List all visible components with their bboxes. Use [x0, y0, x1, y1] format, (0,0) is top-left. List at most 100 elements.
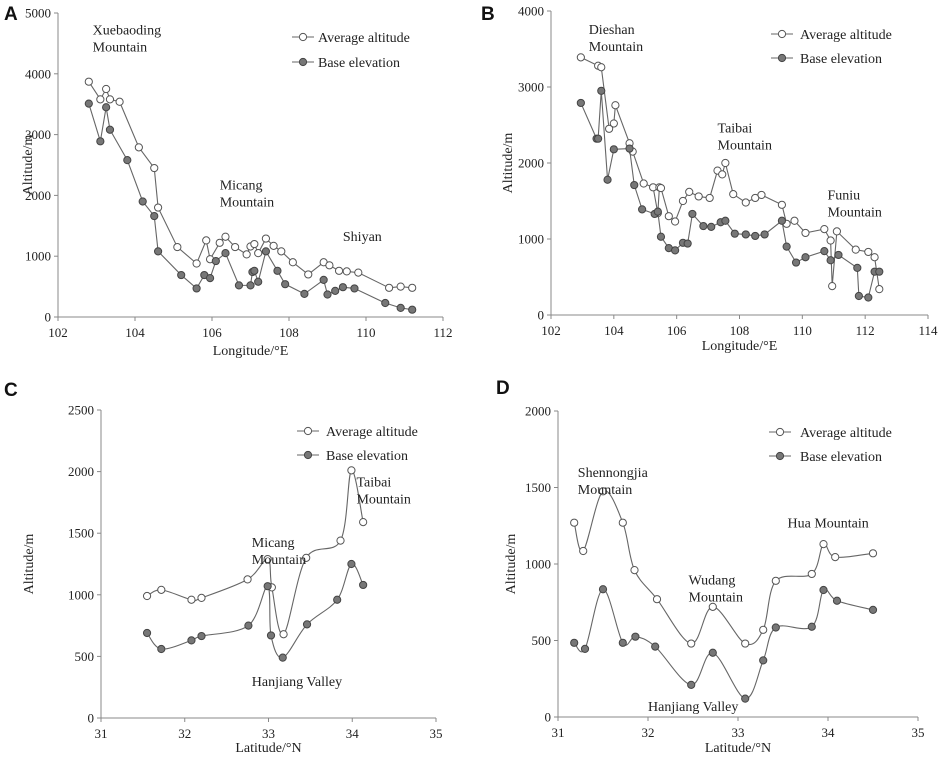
data-point-average-altitude	[325, 261, 334, 270]
y-tick-label: 1000	[525, 557, 551, 572]
legend-label: Average altitude	[800, 28, 892, 43]
data-point-base-elevation	[396, 303, 405, 312]
data-point-average-altitude	[385, 283, 394, 292]
data-point-average-altitude	[250, 239, 259, 249]
legend-item-average: Average altitude	[297, 425, 418, 440]
data-point-base-elevation	[319, 275, 328, 285]
data-point-base-elevation	[630, 180, 639, 190]
legend-item-average: Average altitude	[771, 28, 892, 43]
data-point-base-elevation	[266, 631, 276, 640]
x-tick-label: 104	[604, 323, 624, 338]
x-tick-label: 114	[918, 323, 938, 338]
data-point-base-elevation	[333, 595, 342, 604]
x-axis-title: Latitude/°N	[705, 741, 771, 756]
data-point-average-altitude	[115, 97, 124, 106]
annotation: Micang Mountain	[252, 536, 306, 568]
data-point-base-elevation	[300, 289, 309, 298]
data-point-average-altitude	[828, 282, 837, 291]
data-point-base-elevation	[751, 231, 760, 241]
data-point-base-elevation	[187, 636, 196, 645]
data-point-average-altitude	[790, 216, 799, 225]
data-point-base-elevation	[653, 207, 662, 216]
y-tick-label: 2000	[525, 404, 551, 419]
data-point-base-elevation	[683, 239, 692, 248]
data-point-average-altitude	[150, 163, 159, 173]
data-point-average-altitude	[718, 170, 727, 179]
x-tick-label: 33	[262, 726, 275, 741]
data-point-base-elevation	[150, 211, 159, 221]
y-tick-label: 5000	[25, 6, 51, 21]
data-point-average-altitude	[231, 242, 240, 252]
legend: Average altitude Base elevation	[771, 28, 892, 67]
data-point-base-elevation	[625, 144, 634, 153]
y-axis-title: Altitude/m	[501, 133, 516, 194]
data-point-average-altitude	[597, 63, 606, 72]
data-point-average-altitude	[832, 227, 841, 236]
data-point-average-altitude	[84, 77, 93, 86]
data-point-average-altitude	[611, 101, 620, 110]
data-point-average-altitude	[215, 238, 224, 247]
data-point-average-altitude	[609, 119, 618, 128]
data-point-average-altitude	[279, 630, 288, 639]
legend-marker	[298, 57, 308, 67]
y-tick-label: 1500	[68, 526, 94, 541]
data-point-base-elevation	[197, 631, 206, 641]
series-line-base-elevation	[146, 563, 364, 659]
data-point-average-altitude	[336, 536, 345, 545]
x-tick-label: 112	[433, 325, 452, 340]
data-point-average-altitude	[851, 245, 860, 254]
data-point-average-altitude	[831, 553, 840, 562]
chart-panel-b: B 102 104 106 108 110 112 114 0 1000 2000 3000 4000 L…	[481, 4, 938, 355]
data-point-base-elevation	[618, 638, 627, 647]
data-point-average-altitude	[261, 234, 270, 243]
legend-marker	[303, 450, 313, 460]
data-point-base-elevation	[273, 266, 282, 275]
data-point-base-elevation	[359, 580, 368, 590]
data-point-base-elevation	[205, 273, 215, 283]
data-point-base-elevation	[603, 175, 612, 184]
x-tick-label: 102	[48, 325, 68, 340]
x-tick-label: 106	[667, 323, 687, 338]
data-point-average-altitude	[304, 270, 313, 279]
data-point-base-elevation	[338, 283, 347, 292]
data-point-base-elevation	[261, 247, 270, 256]
data-point-average-altitude	[242, 250, 251, 259]
data-point-average-altitude	[652, 595, 662, 604]
data-point-base-elevation	[791, 258, 801, 267]
data-point-average-altitude	[819, 540, 828, 549]
data-point-base-elevation	[688, 209, 697, 219]
data-point-average-altitude	[694, 192, 703, 201]
data-point-base-elevation	[687, 680, 696, 689]
data-point-base-elevation	[244, 621, 253, 630]
x-axis-title: Latitude/°N	[235, 741, 301, 756]
data-point-base-elevation	[801, 253, 810, 262]
annotation: Wudang Mountain	[689, 574, 743, 606]
data-point-average-altitude	[741, 639, 750, 648]
data-point-base-elevation	[580, 644, 590, 654]
legend-item-base: Base elevation	[769, 450, 882, 465]
data-point-base-elevation	[102, 103, 111, 112]
y-tick-label: 500	[532, 633, 552, 648]
annotation: Hua Mountain	[788, 516, 869, 531]
data-point-base-elevation	[777, 216, 787, 225]
data-point-base-elevation	[84, 99, 93, 108]
data-point-average-altitude	[685, 187, 694, 196]
data-point-average-altitude	[656, 183, 666, 193]
y-tick-label: 1500	[525, 480, 551, 495]
annotation: Micang Mountain	[220, 178, 274, 210]
data-point-base-elevation	[782, 242, 791, 251]
data-point-average-altitude	[639, 179, 648, 188]
data-point-base-elevation	[638, 205, 647, 214]
data-point-average-altitude	[757, 190, 766, 200]
annotation: Shennongjia Mountain	[578, 466, 649, 498]
data-point-base-elevation	[834, 250, 843, 260]
data-point-base-elevation	[331, 286, 340, 295]
annotation: Funiu Mountain	[827, 188, 881, 220]
y-tick-label: 4000	[25, 66, 51, 81]
data-point-base-elevation	[221, 249, 230, 258]
x-tick-label: 32	[642, 725, 655, 740]
x-tick-label: 31	[95, 726, 108, 741]
data-point-average-altitude	[664, 212, 673, 221]
data-point-average-altitude	[671, 217, 680, 226]
data-point-base-elevation	[875, 267, 884, 276]
